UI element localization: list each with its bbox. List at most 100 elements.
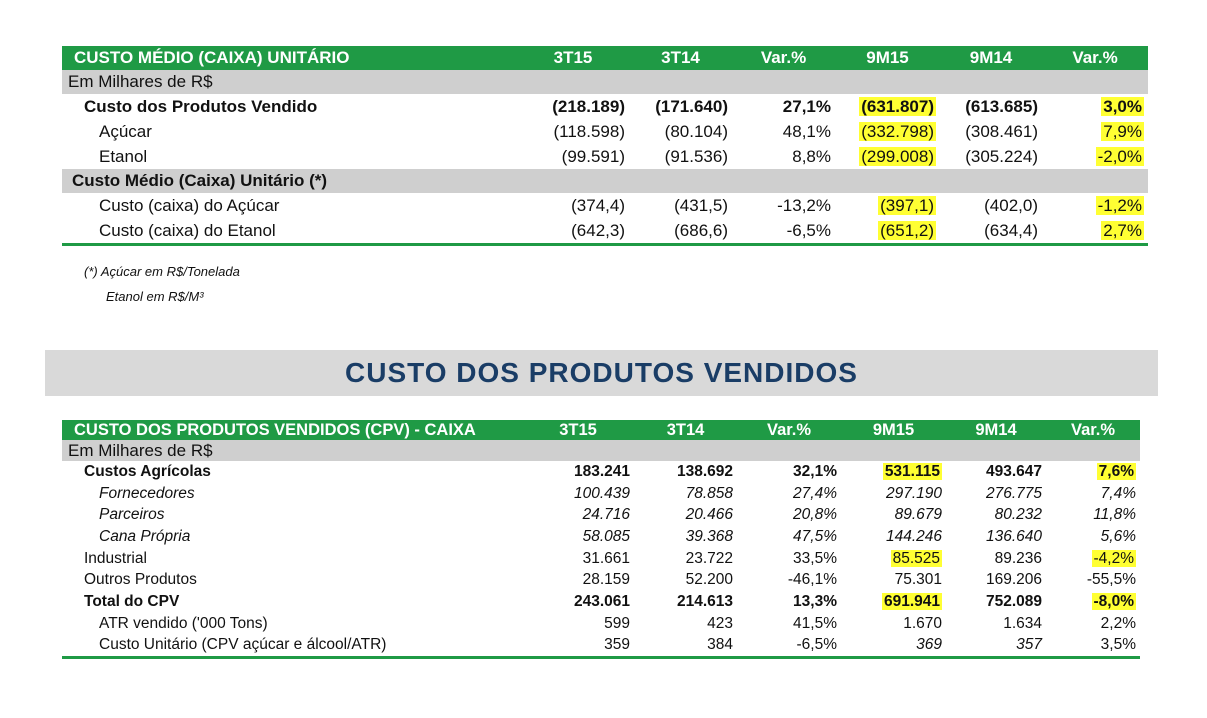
cell: 48,1% xyxy=(782,121,831,141)
table-row: Custo (caixa) do Etanol (642,3) (686,6) … xyxy=(62,218,1148,246)
cell: 75.301 xyxy=(894,571,942,589)
cell: 136.640 xyxy=(985,527,1042,545)
table-row: Custo dos Produtos Vendido (218.189) (17… xyxy=(62,94,1148,119)
cell: -6,5% xyxy=(732,218,835,246)
section-banner: CUSTO DOS PRODUTOS VENDIDOS xyxy=(45,350,1158,396)
cell: (305.224) xyxy=(965,146,1038,166)
cell: 384 xyxy=(634,634,737,660)
row-label: Custo Unitário (CPV açúcar e álcool/ATR) xyxy=(62,634,522,660)
cell: 599 xyxy=(604,614,630,632)
cpv-table: CUSTO DOS PRODUTOS VENDIDOS (CPV) - CAIX… xyxy=(62,420,1140,660)
cell: 89.679 xyxy=(894,506,942,524)
section-label: Custo Médio (Caixa) Unitário (*) xyxy=(62,169,1148,193)
highlighted-cell: (651,2) xyxy=(878,220,936,240)
table-row: Custos Agrícolas 183.241 138.692 32,1% 5… xyxy=(62,461,1140,483)
highlighted-cell: -4,2% xyxy=(1091,549,1136,567)
cell: 1.634 xyxy=(1003,614,1042,632)
row-label: Outros Produtos xyxy=(84,571,197,589)
cell: (613.685) xyxy=(965,96,1038,116)
cell: 169.206 xyxy=(985,571,1042,589)
cell: 8,8% xyxy=(792,146,831,166)
cell: -6,5% xyxy=(737,634,841,660)
row-label: Fornecedores xyxy=(99,484,195,502)
table-row: Custo (caixa) do Açúcar (374,4) (431,5) … xyxy=(62,193,1148,218)
highlighted-cell: -1,2% xyxy=(1095,195,1144,215)
cell: 27,4% xyxy=(793,484,837,502)
cell: (402,0) xyxy=(984,195,1038,215)
unit-cost-table: CUSTO MÉDIO (CAIXA) UNITÁRIO 3T15 3T14 V… xyxy=(62,46,1148,246)
cell: 24.716 xyxy=(582,506,630,524)
header-9m14: 9M14 xyxy=(946,420,1046,440)
header-var-q: Var.% xyxy=(737,420,841,440)
cell: (642,3) xyxy=(517,218,629,246)
cell: (374,4) xyxy=(571,195,625,215)
table-row: Cana Própria 58.085 39.368 47,5% 144.246… xyxy=(62,526,1140,548)
cell: 297.190 xyxy=(885,484,942,502)
header-title: CUSTO DOS PRODUTOS VENDIDOS (CPV) - CAIX… xyxy=(62,420,522,440)
header-var-9m: Var.% xyxy=(1046,420,1140,440)
highlighted-cell: 85.525 xyxy=(890,549,942,567)
row-label: Cana Própria xyxy=(99,527,191,545)
row-label: Custo (caixa) do Açúcar xyxy=(99,195,280,215)
cell: (634,4) xyxy=(940,218,1042,246)
cell: 183.241 xyxy=(573,462,630,480)
cell: 144.246 xyxy=(885,527,942,545)
row-label: Industrial xyxy=(84,549,147,567)
header-title: CUSTO MÉDIO (CAIXA) UNITÁRIO xyxy=(62,46,517,70)
cell: 28.159 xyxy=(582,571,630,589)
cell: 359 xyxy=(522,634,634,660)
cell: 13,3% xyxy=(793,592,837,610)
highlighted-cell: 691.941 xyxy=(881,592,942,610)
cell: 32,1% xyxy=(793,462,837,480)
highlighted-cell: -8,0% xyxy=(1091,592,1136,610)
table-row: Etanol (99.591) (91.536) 8,8% (299.008) … xyxy=(62,144,1148,169)
table-row: Outros Produtos 28.159 52.200 -46,1% 75.… xyxy=(62,569,1140,591)
cell: 357 xyxy=(946,634,1046,660)
table-row: Parceiros 24.716 20.466 20,8% 89.679 80.… xyxy=(62,504,1140,526)
cell: (686,6) xyxy=(629,218,732,246)
row-label: Parceiros xyxy=(99,506,165,524)
highlighted-cell: -2,0% xyxy=(1095,146,1144,166)
highlighted-cell: 2,7% xyxy=(1101,220,1144,240)
header-3t14: 3T14 xyxy=(629,46,732,70)
unit-row: Em Milhares de R$ xyxy=(62,440,1140,461)
header-var-q: Var.% xyxy=(732,46,835,70)
header-9m15: 9M15 xyxy=(835,46,940,70)
cell: 1.670 xyxy=(903,614,942,632)
cell: 423 xyxy=(707,614,733,632)
cell: -46,1% xyxy=(787,571,837,589)
cell: (80.104) xyxy=(664,121,728,141)
header-3t14: 3T14 xyxy=(634,420,737,440)
row-label: Custos Agrícolas xyxy=(84,462,211,480)
cell: 752.089 xyxy=(985,592,1042,610)
cell: 7,4% xyxy=(1100,484,1136,502)
footnote-ethanol: Etanol em R$/M³ xyxy=(106,289,204,304)
cell: 89.236 xyxy=(994,549,1042,567)
cell: 47,5% xyxy=(793,527,837,545)
cell: -13,2% xyxy=(777,195,831,215)
table-header: CUSTO MÉDIO (CAIXA) UNITÁRIO 3T15 3T14 V… xyxy=(62,46,1148,70)
unit-label: Em Milhares de R$ xyxy=(62,440,1140,461)
header-9m14: 9M14 xyxy=(940,46,1042,70)
cell: (218.189) xyxy=(552,96,625,116)
cell: 493.647 xyxy=(985,462,1042,480)
table-row: Fornecedores 100.439 78.858 27,4% 297.19… xyxy=(62,483,1140,505)
cell: 80.232 xyxy=(994,506,1042,524)
section-row: Custo Médio (Caixa) Unitário (*) xyxy=(62,169,1148,193)
table-header: CUSTO DOS PRODUTOS VENDIDOS (CPV) - CAIX… xyxy=(62,420,1140,440)
cell: (308.461) xyxy=(965,121,1038,141)
table-row: Industrial 31.661 23.722 33,5% 85.525 89… xyxy=(62,548,1140,570)
cell: 31.661 xyxy=(582,549,630,567)
highlighted-cell: 7,9% xyxy=(1101,121,1144,141)
cell: 39.368 xyxy=(685,527,733,545)
cell: 23.722 xyxy=(685,549,733,567)
cell: 2,2% xyxy=(1100,614,1136,632)
cell: 27,1% xyxy=(782,96,831,116)
highlighted-cell: 3,0% xyxy=(1101,96,1144,116)
row-label: Etanol xyxy=(99,146,148,166)
header-9m15: 9M15 xyxy=(841,420,946,440)
footnote-sugar: (*) Açúcar em R$/Tonelada xyxy=(84,264,240,279)
cell: 138.692 xyxy=(676,462,733,480)
row-label: Custo dos Produtos Vendido xyxy=(84,96,318,116)
highlighted-cell: (631.807) xyxy=(859,96,936,116)
